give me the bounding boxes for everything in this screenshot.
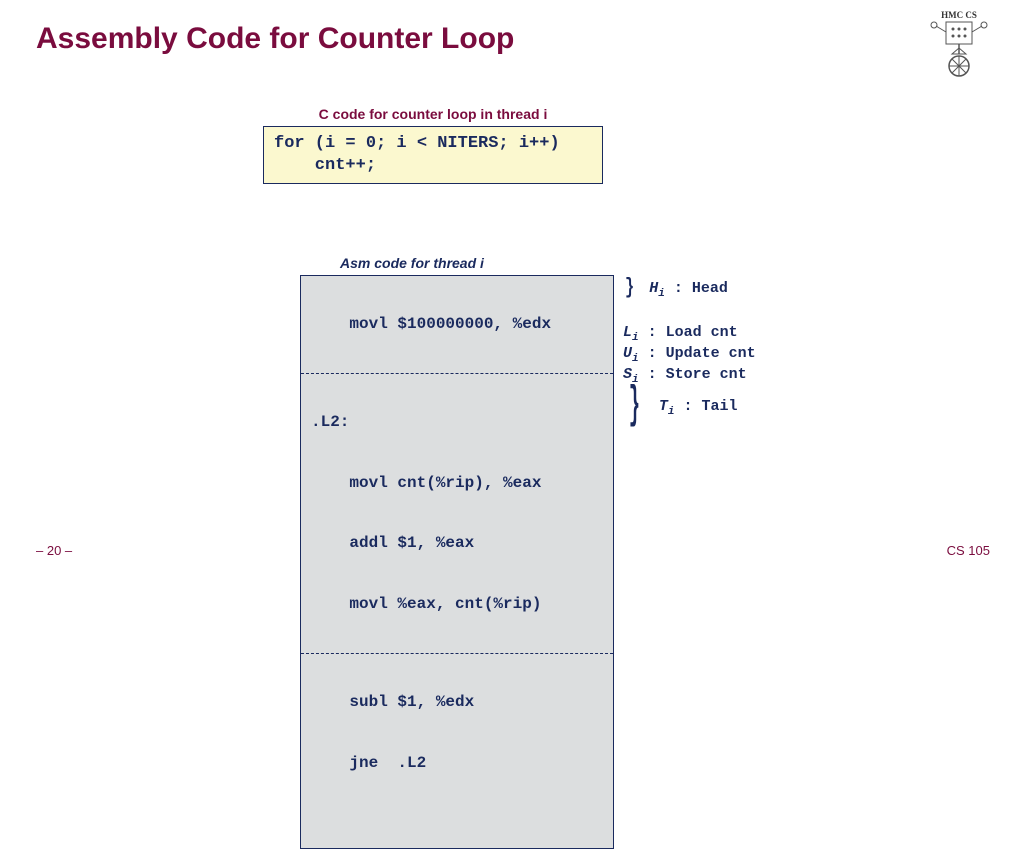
hmc-cs-logo-icon: HMC CS (924, 6, 994, 78)
anno-update: Ui : Update cnt (623, 345, 756, 365)
c-code-label: C code for counter loop in thread i (263, 106, 603, 122)
slide-title: Assembly Code for Counter Loop (36, 22, 514, 56)
asm-code-box: movl $100000000, %edx .L2: movl cnt(%rip… (300, 275, 614, 849)
asm-annotations: } Hi : Head Li : Load cnt Ui : Update cn… (623, 276, 923, 395)
asm-line-store: movl %eax, cnt(%rip) (301, 592, 613, 617)
asm-line-jne: jne .L2 (301, 751, 613, 776)
anno-store: Si : Store cnt (623, 366, 747, 386)
anno-head: } Hi : Head (623, 280, 728, 300)
asm-line-sub: subl $1, %edx (301, 690, 613, 715)
asm-line-l2: .L2: (301, 410, 613, 435)
svg-text:HMC CS: HMC CS (941, 10, 977, 20)
asm-code-section: Asm code for thread i movl $100000000, %… (300, 255, 614, 849)
anno-tail: } Ti : Tail (623, 398, 737, 418)
asm-block-head: movl $100000000, %edx (301, 312, 613, 337)
asm-line-update: addl $1, %eax (301, 531, 613, 556)
anno-load: Li : Load cnt (623, 324, 738, 344)
page-number: – 20 – (36, 543, 72, 558)
c-code-section: C code for counter loop in thread i for … (263, 106, 603, 184)
course-label: CS 105 (947, 543, 990, 558)
c-code-box: for (i = 0; i < NITERS; i++) cnt++; (263, 126, 603, 184)
asm-line-load: movl cnt(%rip), %eax (301, 471, 613, 496)
asm-code-label: Asm code for thread i (340, 255, 614, 271)
